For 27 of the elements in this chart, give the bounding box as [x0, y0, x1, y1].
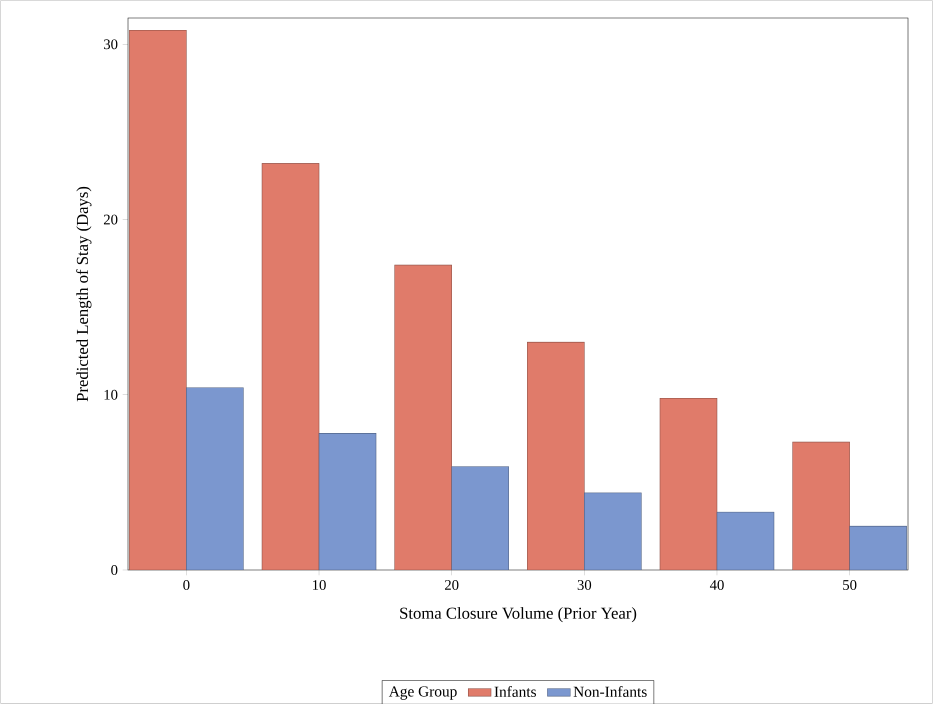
- x-axis-title: Stoma Closure Volume (Prior Year): [400, 606, 636, 622]
- bar: [186, 387, 244, 570]
- y-tick-label: 0: [111, 564, 118, 575]
- x-tick-label: 50: [843, 580, 856, 590]
- bar: [262, 162, 320, 570]
- bar: [716, 512, 774, 570]
- legend-label: Infants: [494, 686, 536, 697]
- bar: [129, 30, 187, 570]
- x-tick-label: 20: [444, 580, 458, 590]
- bar: [584, 492, 642, 570]
- legend-title: Age Group: [388, 686, 457, 700]
- bar: [849, 526, 907, 570]
- bar: [792, 442, 850, 570]
- x-tick-label: 30: [578, 580, 592, 590]
- bar: [394, 264, 452, 570]
- x-tick-label: 0: [183, 580, 190, 590]
- x-tick-label: 10: [312, 580, 326, 590]
- y-tick-label: 30: [104, 39, 118, 50]
- y-tick-label: 20: [104, 214, 118, 224]
- bar: [660, 398, 718, 570]
- bar: [451, 466, 509, 570]
- y-tick-label: 10: [104, 390, 118, 400]
- bar: [318, 432, 376, 570]
- legend-label: Non-Infants: [574, 686, 647, 697]
- bar: [527, 342, 585, 570]
- y-axis-title: Predicted Length of Stay (Days): [76, 186, 92, 402]
- x-tick-label: 40: [710, 580, 724, 590]
